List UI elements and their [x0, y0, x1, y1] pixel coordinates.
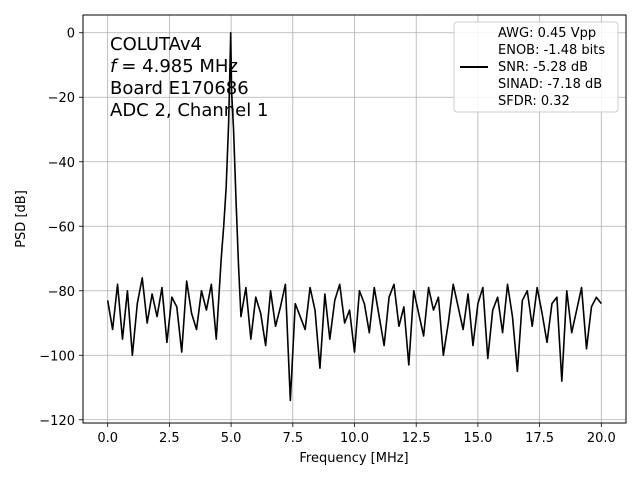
y-tick-label: −100: [39, 349, 75, 364]
grid: [83, 15, 626, 423]
x-tick-label: 15.0: [463, 431, 492, 446]
series-layer: [106, 31, 602, 402]
x-tick-label: 0.0: [97, 431, 118, 446]
x-tick-label: 10.0: [340, 431, 369, 446]
y-tick-label: −20: [48, 91, 75, 106]
y-axis-label: PSD [dB]: [14, 190, 29, 248]
legend-entry-2: ENOB: -1.48 bits: [498, 43, 605, 58]
legend: AWG: 0.45 Vpp ENOB: -1.48 bits SNR: -5.2…: [453, 21, 619, 113]
x-tick-label: 20.0: [587, 431, 616, 446]
x-tick-label: 5.0: [221, 431, 242, 446]
y-tick-label: 0: [67, 27, 75, 42]
legend-entry-5: SFDR: 0.32: [498, 94, 570, 109]
legend-box: [453, 21, 619, 113]
annotation-symbol: f: [110, 56, 119, 77]
legend-entry-4: SINAD: -7.18 dB: [498, 77, 602, 92]
annotation-line-2-text: = 4.985 MHz: [121, 56, 238, 77]
x-axis-label: Frequency [MHz]: [299, 451, 408, 466]
annotation-line-2: f = 4.985 MHz: [110, 56, 238, 77]
x-tick-label: 7.5: [282, 431, 303, 446]
psd-series-line-1: [106, 31, 602, 402]
annotation-line-3: Board E170686: [110, 78, 249, 99]
legend-entry-1: AWG: 0.45 Vpp: [498, 26, 596, 41]
x-tick-label: 2.5: [159, 431, 180, 446]
x-tick-label: 12.5: [402, 431, 431, 446]
y-tick-label: −60: [48, 220, 75, 235]
y-tick-label: −80: [48, 285, 75, 300]
y-tick-label: −40: [48, 156, 75, 171]
annotation-line-1: COLUTAv4: [110, 34, 202, 55]
legend-entry-3: SNR: -5.28 dB: [498, 60, 588, 75]
y-axis: 0 −20 −40 −60 −80 −100 −120: [39, 27, 83, 429]
annotation-line-4: ADC 2, Channel 1: [110, 100, 268, 121]
x-tick-label: 17.5: [525, 431, 554, 446]
x-axis: 0.0 2.5 5.0 7.5 10.0 12.5 15.0 17.5 20.0: [97, 423, 616, 446]
annotation-block: COLUTAv4 f = 4.985 MHz Board E170686 ADC …: [110, 34, 268, 121]
y-tick-label: −120: [39, 414, 75, 429]
